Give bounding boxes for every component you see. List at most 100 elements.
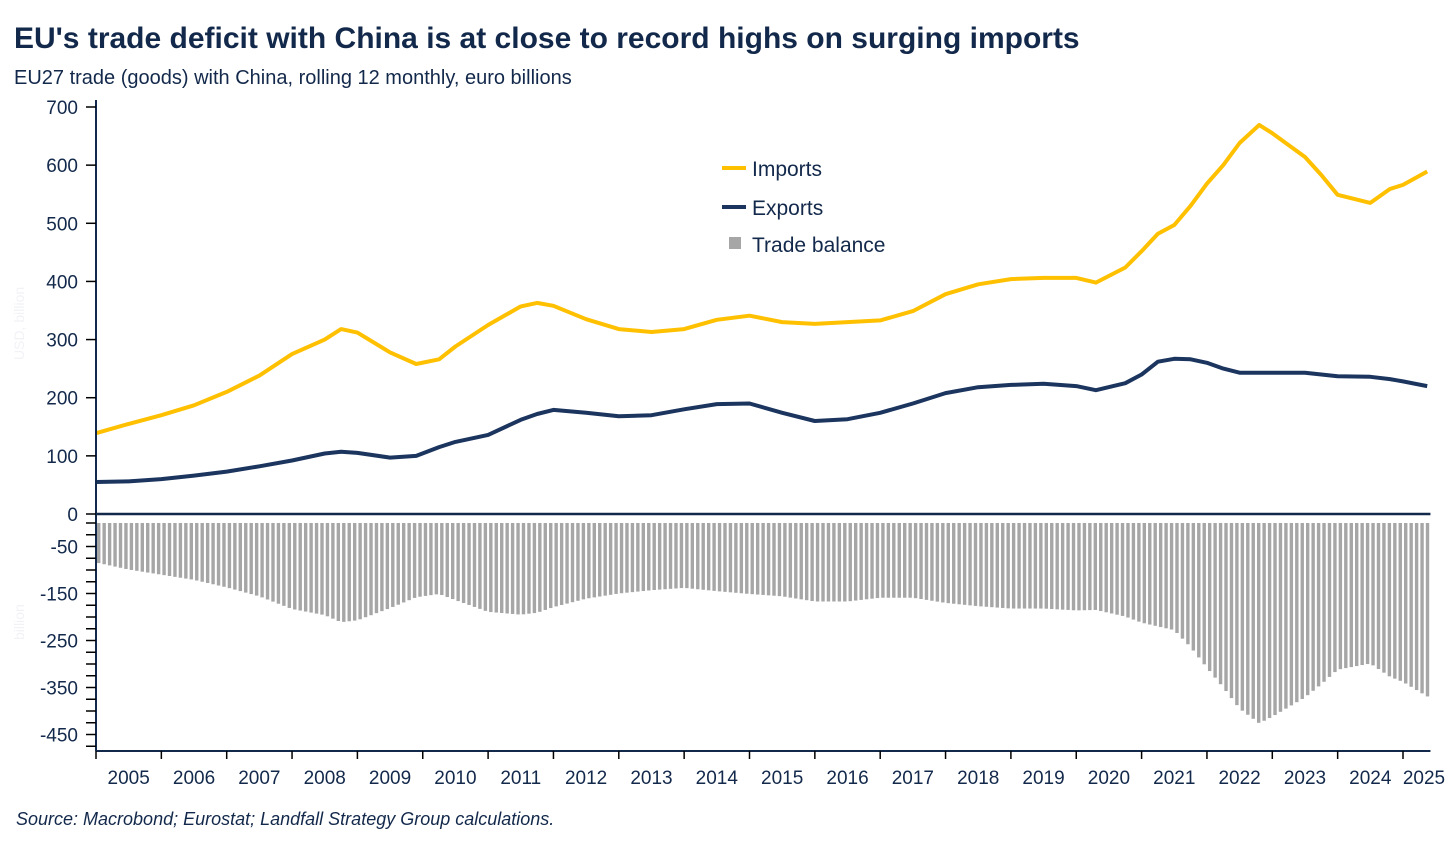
trade-balance-bar (124, 523, 128, 569)
trade-balance-bar (1191, 523, 1196, 651)
trade-balance-bar (892, 523, 896, 598)
trade-balance-bar (1158, 523, 1163, 628)
trade-balance-bar (1414, 523, 1419, 691)
x-tick-label: 2016 (826, 768, 868, 789)
trade-balance-bar (521, 523, 526, 615)
y-tick-label: 600 (46, 156, 78, 177)
trade-balance-bar (1382, 523, 1386, 673)
legend: Imports Exports Trade balance (722, 158, 885, 257)
trade-balance-bar (832, 523, 836, 602)
trade-balance-bar (701, 523, 705, 590)
x-tick-label: 2020 (1088, 768, 1130, 789)
trade-balance-bar (619, 523, 624, 594)
trade-balance-bar (1142, 523, 1147, 624)
trade-balance-bar (1267, 523, 1272, 719)
trade-balance-bar (1099, 523, 1103, 612)
trade-balance-bar (908, 523, 912, 598)
trade-balance-bar (641, 523, 646, 592)
trade-balance-bar (1126, 523, 1130, 618)
x-tick-label: 2012 (565, 768, 607, 789)
x-tick-label: 2008 (304, 768, 346, 789)
trade-balance-bar (652, 523, 656, 591)
trade-balance-bar (1273, 523, 1277, 716)
trade-balance-bar (1300, 523, 1304, 699)
trade-balance-bar (783, 523, 787, 597)
trade-balance-bar (102, 523, 106, 565)
x-tick-label: 2019 (1022, 768, 1064, 789)
trade-balance-bar (260, 523, 264, 598)
trade-balance-bar (244, 523, 248, 593)
trade-balance-bar (870, 523, 874, 599)
trade-balance-bar (810, 523, 814, 602)
trade-balance-bar (1289, 523, 1294, 706)
trade-balance-bar (336, 523, 341, 621)
trade-balance-bar (549, 523, 553, 609)
trade-balance-bar (412, 523, 417, 598)
trade-balance-bar (990, 523, 994, 608)
imports-line (95, 123, 1429, 436)
trade-balance-bar (657, 523, 662, 590)
y-tick-label: -250 (40, 632, 78, 653)
trade-balance-bar (500, 523, 504, 614)
trade-balance-bar (957, 523, 961, 605)
trade-balance-bar (647, 523, 651, 591)
trade-balance-bar (864, 523, 869, 600)
trade-balance-bar (369, 523, 373, 616)
trade-balance-bar (1109, 523, 1114, 614)
trade-balance-bar (516, 523, 520, 615)
trade-balance-bar (538, 523, 542, 612)
trade-balance-bar (276, 523, 281, 604)
trade-balance-bar (445, 523, 449, 598)
trade-balance-bar (1376, 523, 1381, 670)
trade-balance-bar (265, 523, 270, 600)
trade-balance-bar (271, 523, 275, 602)
trade-balance-bar (930, 523, 934, 601)
trade-balance-bar (184, 523, 188, 579)
trade-balance-bar (1006, 523, 1010, 609)
trade-balance-bar (788, 523, 793, 598)
trade-balance-bar (1180, 523, 1185, 639)
trade-balance-bar (140, 523, 144, 572)
y-tick-label: -450 (40, 726, 78, 747)
x-tick-label: 2009 (369, 768, 411, 789)
trade-balance-bar (1093, 523, 1098, 610)
trade-balance-bar (151, 523, 155, 574)
trade-balance-bar (222, 523, 226, 587)
trade-balance-bar (1311, 523, 1315, 691)
trade-balance-bars (97, 523, 1430, 723)
y-tick-label: 0 (67, 505, 78, 526)
trade-balance-bar (135, 523, 139, 571)
trade-balance-bar (434, 523, 439, 595)
trade-balance-bar (1077, 523, 1081, 611)
x-tick-label: 2017 (892, 768, 934, 789)
trade-balance-bar (1235, 523, 1239, 706)
legend-imports-label: Imports (752, 158, 822, 181)
trade-balance-bar (1295, 523, 1299, 703)
trade-balance-bar (195, 523, 199, 581)
trade-balance-bar (777, 523, 782, 597)
trade-balance-bar (1050, 523, 1054, 610)
trade-balance-bar (401, 523, 406, 603)
trade-balance-bar (505, 523, 509, 614)
y-tick-label: 200 (46, 389, 78, 410)
x-tick-label: 2013 (630, 768, 672, 789)
chart-subtitle: EU27 trade (goods) with China, rolling 1… (14, 67, 572, 89)
trade-balance-bar (843, 523, 847, 602)
x-tick-label: 2023 (1284, 768, 1326, 789)
trade-balance-bar (821, 523, 825, 602)
trade-balance-bar (156, 523, 161, 575)
trade-balance-bar (995, 523, 999, 608)
trade-balance-bar (407, 523, 411, 601)
trade-balance-bar (173, 523, 177, 577)
trade-balance-bar (663, 523, 667, 590)
trade-balance-bar (717, 523, 722, 592)
trade-balance-bar (238, 523, 243, 592)
trade-balance-bar (1071, 523, 1076, 611)
trade-balance-bar (554, 523, 558, 607)
trade-balance-bar (837, 523, 842, 602)
trade-balance-bar (1088, 523, 1092, 611)
trade-balance-bar (113, 523, 117, 567)
trade-balance-bar (728, 523, 733, 593)
trade-balance-bar (216, 523, 221, 586)
legend-trade-balance-label: Trade balance (752, 234, 885, 257)
